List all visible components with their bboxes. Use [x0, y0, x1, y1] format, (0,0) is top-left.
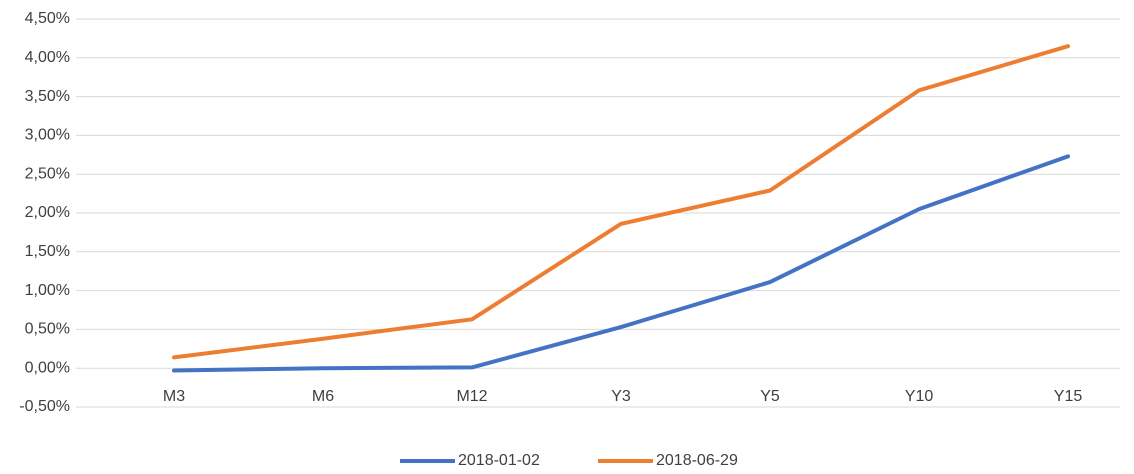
x-tick-label: M6	[312, 388, 334, 405]
y-tick-label: 2,00%	[25, 204, 70, 221]
series-line	[172, 44, 1070, 360]
x-tick-label: M12	[456, 388, 487, 405]
y-tick-label: 3,50%	[25, 88, 70, 105]
y-tick-label: 4,50%	[25, 10, 70, 27]
y-tick-label: -0,50%	[19, 398, 70, 415]
legend-label: 2018-06-29	[656, 452, 738, 469]
x-tick-label: Y5	[760, 388, 780, 405]
x-tick-label: M3	[163, 388, 185, 405]
y-tick-label: 2,50%	[25, 165, 70, 182]
y-tick-label: 4,00%	[25, 49, 70, 66]
x-tick-label: Y3	[611, 388, 631, 405]
series-line	[172, 154, 1070, 373]
y-tick-label: 0,50%	[25, 321, 70, 338]
legend-label: 2018-01-02	[458, 452, 540, 469]
x-tick-label: Y15	[1054, 388, 1083, 405]
y-tick-label: 0,00%	[25, 359, 70, 376]
y-tick-label: 3,00%	[25, 127, 70, 144]
y-tick-label: 1,00%	[25, 282, 70, 299]
y-tick-label: 1,50%	[25, 243, 70, 260]
x-tick-label: Y10	[905, 388, 934, 405]
